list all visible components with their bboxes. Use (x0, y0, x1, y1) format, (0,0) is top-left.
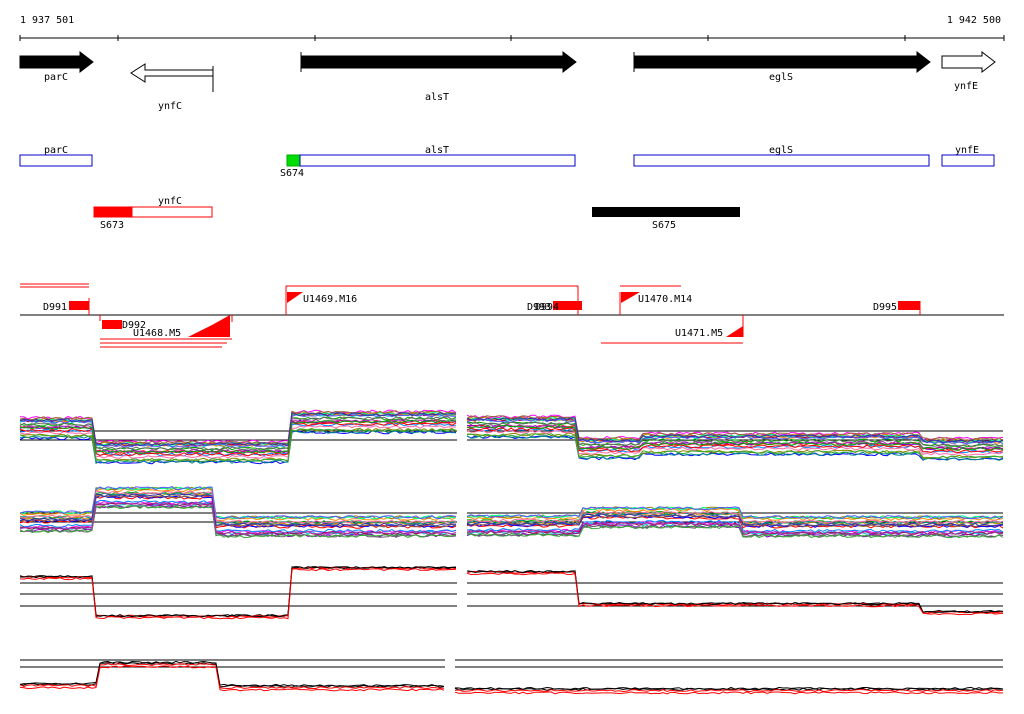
expression-profile-line (454, 686, 1004, 690)
expression-profile-line (19, 494, 457, 528)
expression-profile-line (454, 691, 1004, 695)
expression-profile-line (19, 501, 457, 535)
segment-label-s675: S675 (652, 220, 676, 231)
transcript-label-d994: D994 (535, 302, 559, 313)
expression-profile-line (466, 432, 1004, 459)
segment-label-s673: S673 (100, 220, 124, 231)
expression-profile-line (466, 433, 1004, 460)
expression-profile-line (466, 521, 1004, 535)
annotation-box-parc[interactable] (19, 154, 93, 167)
expression-profile-line (19, 493, 457, 527)
transcript-track: D991 D992 U1468.M5 U1469.M16 D993 D994 U… (20, 283, 1004, 348)
expression-profile-line (466, 514, 1004, 528)
expression-profile-line (454, 689, 1004, 693)
transcript-u1469-flag[interactable] (287, 292, 303, 303)
annotation-track: parC alsT S674 eglS ynfE ynfC S673 S675 (19, 145, 995, 231)
expression-panel-4 (19, 659, 1004, 695)
expression-profile-line (19, 566, 457, 618)
expression-profile-line (466, 417, 1004, 444)
expression-profile-line (466, 424, 1004, 450)
gene-label-alst: alsT (425, 92, 449, 103)
box-label-parc: parC (44, 145, 68, 156)
segment-s675-marker[interactable] (592, 207, 740, 217)
transcript-d995-marker[interactable] (898, 301, 920, 310)
expression-profile-line (19, 428, 457, 463)
expression-profile-line (466, 572, 1004, 616)
box-label-ynfe: ynfE (955, 145, 979, 156)
annotation-box-egls[interactable] (633, 154, 930, 167)
transcript-label-u1470: U1470.M14 (638, 294, 692, 305)
axis-end-label: 1 942 500 (947, 15, 1001, 26)
expression-profile-line (466, 424, 1004, 451)
gene-track: parC ynfC alsT eglS ynfE (19, 50, 996, 112)
expression-profile-line (466, 429, 1004, 456)
expression-profile-line (466, 570, 1004, 614)
expression-profile-line (466, 513, 1004, 527)
expression-profile-line (19, 419, 457, 454)
expression-profile-line (466, 415, 1004, 441)
expression-profile-line (19, 565, 457, 617)
gene-arrow-egls[interactable] (633, 50, 931, 74)
gene-arrow-alst[interactable] (300, 50, 577, 74)
expression-profile-line (19, 568, 457, 620)
expression-profile-line (466, 508, 1004, 522)
axis-start-label: 1 937 501 (20, 15, 74, 26)
transcript-label-u1471: U1471.M5 (675, 328, 723, 339)
annotation-box-alst[interactable] (299, 154, 576, 167)
transcript-u1470-flag[interactable] (621, 292, 640, 303)
transcript-d992-marker[interactable] (102, 320, 122, 329)
annotation-box-ynfc[interactable] (131, 206, 213, 218)
expression-profile-line (466, 427, 1004, 454)
gene-arrow-parc[interactable] (19, 50, 94, 74)
transcript-u1468-flag[interactable] (188, 315, 230, 337)
expression-profile-line (466, 506, 1004, 520)
gene-label-egls: eglS (769, 72, 793, 83)
expression-profile-line (19, 665, 445, 692)
expression-profile-line (19, 412, 457, 447)
expression-profile-line (466, 570, 1004, 614)
expression-profile-line (466, 506, 1004, 520)
transcript-label-d993: D993 (527, 302, 551, 313)
transcript-label-u1468: U1468.M5 (133, 328, 181, 339)
expression-profile-line (19, 660, 445, 687)
segment-s674-marker[interactable] (286, 154, 301, 167)
expression-profile-line (466, 514, 1004, 528)
expression-panel-3 (19, 565, 1004, 620)
transcript-label-d991: D991 (43, 302, 67, 313)
coordinate-axis: 1 937 501 1 942 500 (19, 15, 1005, 41)
segment-label-s674: S674 (280, 168, 304, 179)
gene-label-parc: parC (44, 72, 68, 83)
segment-s673-marker[interactable] (93, 206, 133, 218)
box-label-egls: eglS (769, 145, 793, 156)
transcript-d993-marker[interactable] (553, 301, 582, 310)
expression-profile-line (466, 519, 1004, 533)
gene-label-ynfe: ynfE (954, 81, 978, 92)
transcript-u1471-flag[interactable] (726, 326, 743, 337)
expression-profile-line (19, 486, 457, 520)
box-label-alst: alsT (425, 145, 449, 156)
expression-profile-line (467, 525, 1004, 539)
gene-arrow-ynfe[interactable] (941, 50, 996, 74)
gene-label-ynfc: ynfC (158, 101, 182, 112)
expression-panel-1 (19, 409, 1004, 465)
transcript-d991-marker[interactable] (69, 301, 89, 310)
expression-profile-line (19, 661, 445, 688)
expression-profile-line (19, 663, 445, 690)
transcript-label-d992: D992 (122, 320, 146, 331)
transcript-label-d995: D995 (873, 302, 897, 313)
annotation-box-ynfe[interactable] (941, 154, 995, 167)
gene-arrow-ynfc[interactable] (130, 63, 214, 83)
box-label-ynfc: ynfC (158, 196, 182, 207)
transcript-label-u1469: U1469.M16 (303, 294, 357, 305)
expression-panel-2 (19, 486, 1004, 539)
expression-profile-line (19, 566, 457, 618)
expression-profile-line (467, 510, 1004, 524)
